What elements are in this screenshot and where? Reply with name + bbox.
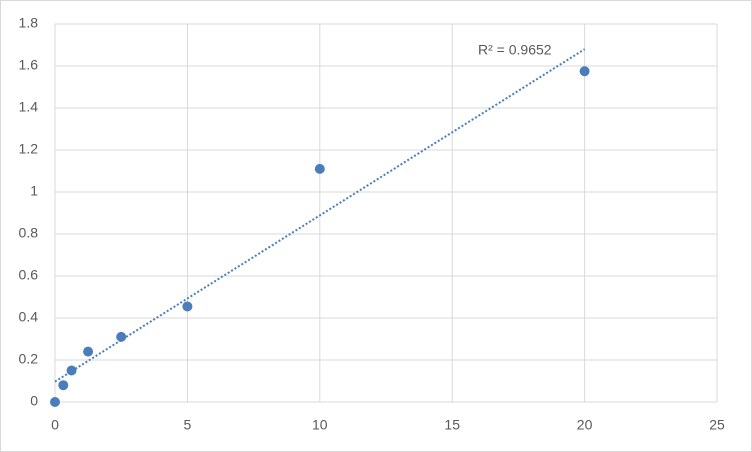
x-tick-label: 20 <box>577 417 593 433</box>
data-point <box>182 301 193 312</box>
x-tick-label: 25 <box>709 417 725 433</box>
annotation: R² = 0.9652 <box>478 42 552 58</box>
y-tick-label: 0.2 <box>19 351 39 367</box>
data-point <box>116 331 127 342</box>
y-tick-label: 1.8 <box>19 15 39 31</box>
data-point <box>83 346 94 357</box>
y-tick-label: 0.6 <box>19 267 39 283</box>
y-tick-label: 1.6 <box>19 57 39 73</box>
data-point <box>579 66 590 77</box>
data-point <box>50 397 60 407</box>
y-tick-label: 0.4 <box>19 309 39 325</box>
trendline <box>54 48 586 383</box>
y-tick-label: 1 <box>30 183 38 199</box>
grid <box>54 23 718 403</box>
x-tick-label: 10 <box>312 417 328 433</box>
x-tick-label: 5 <box>184 417 192 433</box>
y-tick-label: 0.8 <box>19 225 39 241</box>
marks <box>50 48 590 407</box>
y-tick-label: 0 <box>30 393 38 409</box>
data-point <box>58 380 69 391</box>
y-tick-label: 1.4 <box>19 99 39 115</box>
y-tick-label: 1.2 <box>19 141 39 157</box>
data-point <box>314 163 325 174</box>
data-point <box>66 365 77 376</box>
x-tick-label: 15 <box>444 417 460 433</box>
x-tick-label: 0 <box>51 417 59 433</box>
